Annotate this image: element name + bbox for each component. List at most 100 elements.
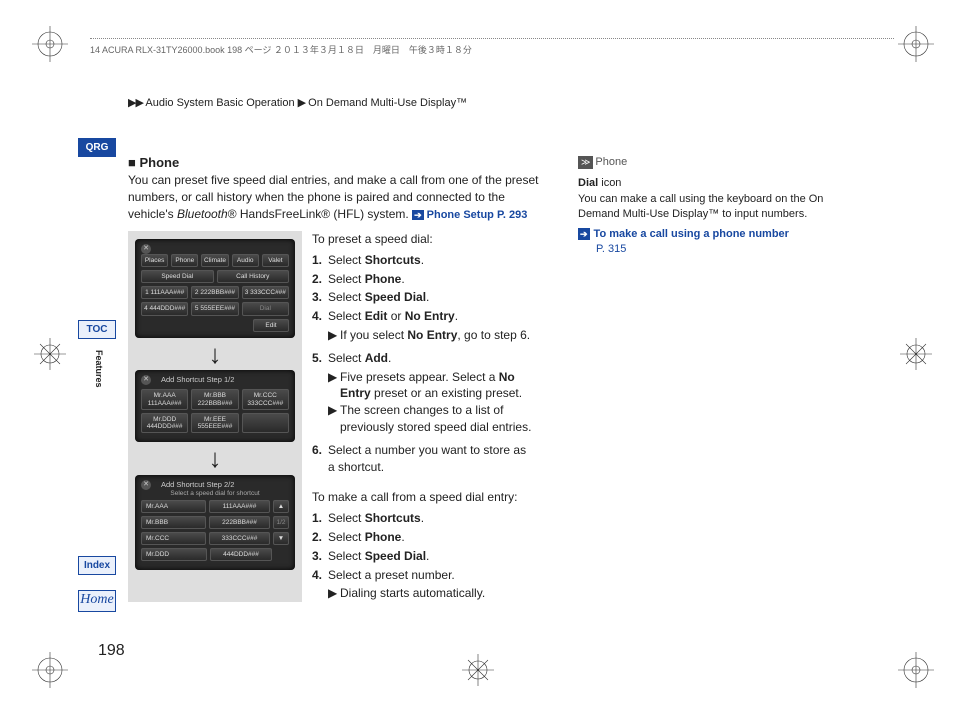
step-text: . <box>388 351 391 365</box>
crop-mark-icon <box>32 26 68 62</box>
step-text: The screen changes to a list of previous… <box>340 402 536 436</box>
toc-button[interactable]: TOC <box>78 320 116 339</box>
step-text: Select <box>328 530 365 544</box>
make-call-link[interactable]: ➔To make a call using a phone number <box>578 227 868 242</box>
page-indicator: 1/2 <box>273 516 289 529</box>
right-header: ≫Phone <box>578 155 868 170</box>
screen-add-shortcut-2: ✕ Add Shortcut Step 2/2 Select a speed d… <box>135 475 295 571</box>
preset-entry: 1 111AAA### <box>141 286 188 299</box>
steps-intro: To make a call from a speed dial entry: <box>312 489 536 506</box>
steps-column: To preset a speed dial: 1.Select Shortcu… <box>312 231 536 602</box>
intro-bluetooth: Bluetooth <box>177 207 228 221</box>
step-bold: Speed Dial <box>365 549 426 563</box>
triangle-icon: ▶ <box>328 369 340 403</box>
triangle-icon: ▶ <box>328 402 340 436</box>
step-bold: Phone <box>365 530 402 544</box>
preset-entry: 5 555EEE### <box>191 302 238 315</box>
page-number: 198 <box>98 642 125 660</box>
step-text: Select <box>328 309 365 323</box>
preset-entry: 2 222BBB### <box>191 286 238 299</box>
step-num: 3. <box>312 548 328 565</box>
edit-button: Edit <box>253 319 289 332</box>
step-sub: ▶Dialing starts automatically. <box>328 585 536 602</box>
step-num: 5. <box>312 350 328 367</box>
screen-add-shortcut-1: ✕ Add Shortcut Step 1/2 Mr.AAA 111AAA###… <box>135 370 295 442</box>
section-title-text: Phone <box>139 155 179 170</box>
close-icon: ✕ <box>141 480 151 490</box>
crop-mark-icon <box>898 336 934 372</box>
right-column: ≫Phone Dial icon You can make a call usi… <box>578 155 868 257</box>
tab-audio: Audio <box>232 254 259 267</box>
arrow-down-icon: ↓ <box>209 344 222 365</box>
breadcrumb-arrows-icon: ▶▶ <box>128 97 143 109</box>
step-sub: ▶The screen changes to a list of previou… <box>328 402 536 436</box>
header-file-line: 14 ACURA RLX-31TY26000.book 198 ページ ２０１３… <box>90 38 894 56</box>
step-text: . <box>455 309 458 323</box>
preset-entry: 3 333CCC### <box>242 286 289 299</box>
breadcrumb-part: Audio System Basic Operation <box>145 97 294 109</box>
list-number: 333CCC### <box>209 532 270 545</box>
step-text: . <box>426 549 429 563</box>
step-text: . <box>426 290 429 304</box>
nav-up-icon: ▲ <box>273 500 289 513</box>
breadcrumb-sep-icon: ▶ <box>298 97 305 109</box>
index-button[interactable]: Index <box>78 556 116 575</box>
crop-mark-icon <box>32 336 68 372</box>
list-name: Mr.CCC <box>141 532 206 545</box>
main-column: ■ Phone You can preset five speed dial e… <box>128 155 542 602</box>
step-sub: ▶If you select No Entry, go to step 6. <box>328 327 536 344</box>
step-item: 6.Select a number you want to store as a… <box>312 442 536 476</box>
crop-mark-icon <box>460 652 496 688</box>
step-bold: Shortcuts <box>365 253 421 267</box>
step-text: If you select <box>340 328 407 342</box>
step-text: Select <box>328 511 365 525</box>
tab-valet: Valet <box>262 254 289 267</box>
preset-entry: 4 444DDD### <box>141 302 188 315</box>
list-number: 222BBB### <box>209 516 270 529</box>
qrg-button[interactable]: QRG <box>78 138 116 157</box>
contact-entry: Mr.CCC 333CCC### <box>242 389 289 409</box>
steps-intro: To preset a speed dial: <box>312 231 536 248</box>
step-text: . <box>421 511 424 525</box>
contact-entry: Mr.BBB 222BBB### <box>191 389 238 409</box>
screen-title: Add Shortcut Step 2/2 <box>161 480 234 489</box>
step-text: Select <box>328 290 365 304</box>
step-text: . <box>401 530 404 544</box>
tab-phone: Phone <box>171 254 198 267</box>
link-label: To make a call using a phone number <box>594 228 789 240</box>
section-marker-icon: ■ <box>128 155 136 170</box>
step-text: Select <box>328 272 365 286</box>
step-text: or <box>387 309 404 323</box>
step-num: 3. <box>312 289 328 306</box>
dial-entry: Dial <box>242 302 289 315</box>
step-text: Select a number you want to store as a s… <box>328 442 536 476</box>
list-name: Mr.BBB <box>141 516 206 529</box>
features-label: Features <box>94 350 104 388</box>
tab-climate: Climate <box>201 254 228 267</box>
link-label: Phone Setup <box>427 209 494 221</box>
step-item: 5.Select Add. <box>312 350 536 367</box>
nav-down-icon: ▼ <box>273 532 289 545</box>
step-num: 1. <box>312 252 328 269</box>
phone-setup-link[interactable]: ➔Phone Setup P. 293 <box>412 209 527 221</box>
step-item: 4.Select a preset number. <box>312 567 536 584</box>
tab-call-history: Call History <box>217 270 290 283</box>
crop-mark-icon <box>898 26 934 62</box>
step-item: 3.Select Speed Dial. <box>312 289 536 306</box>
home-button[interactable]: Home <box>78 590 116 612</box>
triangle-icon: ▶ <box>328 327 340 344</box>
step-text: Five presets appear. Select a <box>340 370 499 384</box>
list-number: 111AAA### <box>209 500 270 513</box>
list-name: Mr.AAA <box>141 500 206 513</box>
contact-entry: Mr.DDD 444DDD### <box>141 413 188 433</box>
arrow-down-icon: ↓ <box>209 448 222 469</box>
step-item: 1.Select Shortcuts. <box>312 252 536 269</box>
step-bold: No Entry <box>405 309 455 323</box>
right-text: icon <box>598 177 621 189</box>
step-text: , go to step 6. <box>457 328 530 342</box>
tab-places: Places <box>141 254 168 267</box>
list-number: 444DDD### <box>210 548 272 561</box>
step-num: 6. <box>312 442 328 476</box>
close-icon: ✕ <box>141 375 151 385</box>
step-bold: Phone <box>365 272 402 286</box>
